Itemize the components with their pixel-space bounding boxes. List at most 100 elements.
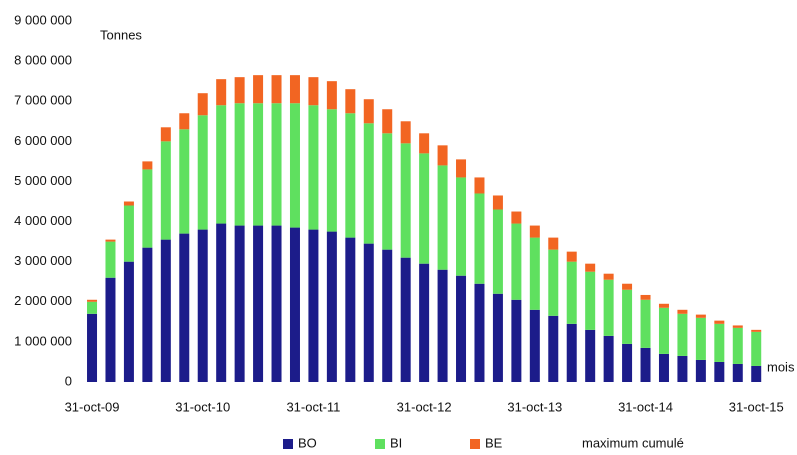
bar-segment bbox=[658, 303, 669, 308]
bar-segment bbox=[622, 343, 633, 382]
bar-segment bbox=[640, 347, 651, 382]
bar-segment bbox=[732, 363, 743, 382]
bar-segment bbox=[216, 105, 227, 224]
bar-segment bbox=[289, 227, 300, 382]
bar-segment bbox=[179, 113, 190, 130]
bar-segment bbox=[382, 249, 393, 382]
bar-segment bbox=[751, 331, 762, 366]
bar-segment bbox=[289, 75, 300, 104]
bar-segment bbox=[585, 271, 596, 330]
bar-segment bbox=[714, 320, 725, 324]
bar-segment bbox=[548, 315, 559, 382]
x-tick-label: 31-oct-10 bbox=[175, 399, 230, 414]
bar-segment bbox=[511, 223, 522, 300]
bar-segment bbox=[197, 93, 208, 116]
y-tick-label: 0 bbox=[65, 373, 72, 388]
bar-segment bbox=[640, 294, 651, 300]
bar-segment bbox=[105, 277, 116, 382]
bar-segment bbox=[271, 103, 282, 226]
bar-segment bbox=[326, 231, 337, 382]
bar-segment bbox=[197, 229, 208, 382]
bar-segment bbox=[566, 323, 577, 382]
legend-label: BE bbox=[485, 435, 503, 450]
bar-segment bbox=[456, 177, 467, 276]
y-tick-label: 9 000 000 bbox=[14, 12, 72, 27]
bar-segment bbox=[585, 329, 596, 382]
bar-segment bbox=[474, 177, 485, 194]
x-tick-label: 31-oct-12 bbox=[397, 399, 452, 414]
bar-segment bbox=[603, 335, 614, 382]
bar-segment bbox=[677, 313, 688, 356]
bar-segment bbox=[529, 237, 540, 310]
legend-label: BI bbox=[390, 435, 402, 450]
bar-segment bbox=[308, 105, 319, 230]
bar-segment bbox=[179, 129, 190, 234]
y-tick-label: 1 000 000 bbox=[14, 333, 72, 348]
y-tick-label: 7 000 000 bbox=[14, 93, 72, 108]
bar-segment bbox=[566, 261, 577, 324]
bar-segment bbox=[419, 133, 430, 154]
bar-segment bbox=[363, 123, 374, 244]
bar-segment bbox=[87, 299, 98, 302]
x-tick-label: 31-oct-11 bbox=[286, 399, 340, 414]
bar-segment bbox=[419, 153, 430, 264]
bar-segment bbox=[345, 89, 356, 114]
bar-segment bbox=[658, 307, 669, 354]
bar-segment bbox=[142, 247, 153, 382]
bar-segment bbox=[160, 141, 171, 240]
bar-segment bbox=[308, 77, 319, 106]
bar-segment bbox=[511, 211, 522, 224]
bar-segment bbox=[603, 273, 614, 280]
y-tick-label: 2 000 000 bbox=[14, 293, 72, 308]
bar-segment bbox=[308, 229, 319, 382]
bar-segment bbox=[142, 161, 153, 170]
bar-segment bbox=[529, 309, 540, 382]
bar-segment bbox=[640, 299, 651, 348]
bar-segment bbox=[456, 159, 467, 178]
bar-segment bbox=[677, 355, 688, 382]
bar-segment bbox=[234, 77, 245, 104]
bar-segment bbox=[87, 301, 98, 314]
bar-segment bbox=[456, 275, 467, 382]
bar-segment bbox=[160, 127, 171, 142]
bar-segment bbox=[271, 75, 282, 104]
bar-segment bbox=[234, 225, 245, 382]
bar-segment bbox=[677, 309, 688, 314]
y-tick-label: 5 000 000 bbox=[14, 173, 72, 188]
bar-segment bbox=[751, 365, 762, 382]
legend-label: BO bbox=[298, 435, 317, 450]
y-tick-label: 3 000 000 bbox=[14, 253, 72, 268]
bar-segment bbox=[714, 361, 725, 382]
bar-segment bbox=[529, 225, 540, 238]
bar-segment bbox=[437, 269, 448, 382]
bar-segment bbox=[234, 103, 245, 226]
bar-segment bbox=[695, 314, 706, 318]
bar-segment bbox=[123, 261, 134, 382]
bar-segment bbox=[695, 359, 706, 382]
bar-segment bbox=[179, 233, 190, 382]
x-tick-label: 31-oct-13 bbox=[507, 399, 562, 414]
x-axis-label: mois bbox=[767, 359, 795, 374]
bar-segment bbox=[548, 237, 559, 250]
y-axis-label: Tonnes bbox=[100, 27, 142, 42]
bar-segment bbox=[474, 283, 485, 382]
bar-segment bbox=[253, 103, 264, 226]
x-tick-label: 31-oct-15 bbox=[729, 399, 784, 414]
bar-segment bbox=[363, 243, 374, 382]
bar-segment bbox=[732, 325, 743, 328]
bar-segment bbox=[123, 201, 134, 206]
bar-segment bbox=[474, 193, 485, 284]
bar-segment bbox=[566, 251, 577, 262]
bar-segment bbox=[382, 109, 393, 134]
legend-swatch bbox=[375, 439, 385, 449]
bar-segment bbox=[216, 223, 227, 382]
bar-segment bbox=[622, 283, 633, 290]
legend-note: maximum cumulé bbox=[582, 435, 684, 450]
bar-segment bbox=[326, 109, 337, 232]
x-tick-label: 31-oct-09 bbox=[65, 399, 120, 414]
legend-swatch bbox=[470, 439, 480, 449]
bar-segment bbox=[695, 317, 706, 360]
bar-segment bbox=[437, 145, 448, 166]
bar-segment bbox=[289, 103, 300, 228]
